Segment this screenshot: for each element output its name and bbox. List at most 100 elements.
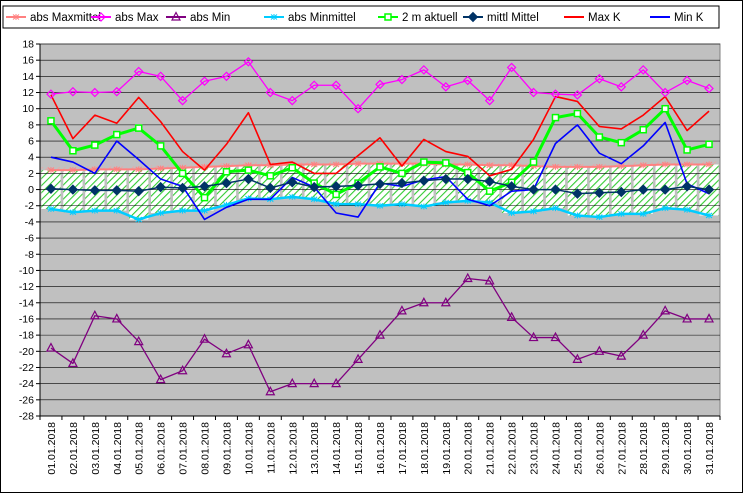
data-point	[397, 201, 406, 208]
data-point	[485, 199, 494, 206]
data-point	[156, 210, 165, 217]
x-tick-label: 26.01.2018	[594, 422, 606, 475]
data-point	[441, 199, 450, 206]
data-point	[595, 163, 604, 170]
data-point	[573, 212, 582, 219]
data-point	[353, 103, 363, 114]
y-tick-label: 12	[22, 87, 34, 99]
data-point	[178, 169, 187, 178]
data-point	[177, 364, 188, 375]
data-point	[419, 203, 428, 210]
data-point	[528, 331, 539, 342]
data-point	[133, 335, 144, 346]
data-point	[398, 169, 406, 178]
data-point	[617, 163, 626, 170]
x-tick-label: 16.01.2018	[375, 422, 387, 475]
data-point	[310, 196, 319, 203]
data-point	[222, 201, 231, 208]
data-point	[244, 195, 253, 202]
x-tick-label: 29.01.2018	[660, 422, 672, 475]
data-point	[485, 162, 494, 169]
data-point	[572, 353, 583, 363]
x-tick-label: 03.01.2018	[90, 422, 102, 475]
x-tick-label: 25.01.2018	[572, 422, 584, 475]
y-tick-label: -24	[19, 378, 34, 390]
legend-item-abs-min: abs Min	[166, 11, 230, 24]
legend-marker	[270, 14, 278, 20]
data-point	[265, 182, 276, 194]
x-tick-label: 27.01.2018	[616, 422, 628, 475]
data-point	[199, 76, 210, 87]
legend-marker	[12, 14, 20, 20]
data-point	[397, 160, 406, 167]
data-point	[550, 331, 561, 342]
data-point	[595, 133, 604, 141]
data-point	[681, 181, 693, 192]
data-point	[265, 87, 276, 98]
data-point	[639, 162, 648, 169]
data-point	[199, 333, 210, 343]
legend-label: abs Maxmittel	[30, 12, 101, 24]
data-point	[440, 173, 452, 185]
series-layer	[45, 56, 715, 396]
data-point	[287, 377, 298, 388]
legend-marker	[171, 11, 181, 21]
data-point	[376, 163, 384, 171]
data-point	[660, 305, 671, 315]
data-point	[200, 207, 209, 214]
x-tick-label: 14.01.2018	[331, 422, 343, 475]
data-point	[68, 209, 77, 216]
data-point	[200, 193, 209, 202]
legend-item-max-k: Max K	[564, 12, 621, 24]
data-point	[221, 177, 232, 189]
data-point	[418, 297, 429, 307]
data-point	[396, 177, 408, 189]
y-tick-label: -8	[25, 249, 34, 261]
data-point	[440, 82, 451, 92]
data-point	[244, 162, 253, 169]
data-point	[660, 87, 671, 98]
data-point	[638, 329, 649, 339]
data-point	[595, 214, 604, 221]
data-point	[462, 173, 473, 185]
data-point	[682, 313, 693, 323]
data-point	[111, 86, 122, 97]
data-point	[266, 172, 275, 180]
data-point	[442, 159, 450, 167]
data-point	[440, 297, 451, 307]
y-tick-label: 8	[28, 119, 34, 131]
data-point	[375, 329, 385, 339]
data-point	[704, 83, 714, 94]
data-point	[374, 178, 386, 190]
y-tick-label: -2	[25, 200, 34, 212]
y-tick-label: -20	[19, 346, 34, 358]
data-point	[332, 190, 340, 199]
data-point	[528, 87, 539, 98]
axis-layer: 18 16 14 12 10 8 6 4 2 0 -2 -4 -6 -8 -10 -12 -14 -16 -18 -2…	[19, 39, 721, 475]
data-point	[705, 212, 714, 219]
data-point	[353, 353, 364, 363]
data-point	[177, 182, 188, 194]
y-tick-label: 4	[28, 152, 34, 164]
data-point	[45, 183, 57, 194]
data-point	[332, 161, 341, 168]
data-point	[111, 185, 122, 196]
y-tick-label: -26	[19, 394, 34, 406]
data-point	[551, 163, 560, 170]
y-tick-label: 14	[22, 71, 34, 83]
data-point	[638, 65, 649, 75]
data-point	[616, 350, 627, 360]
data-point	[221, 347, 232, 358]
x-tick-label: 09.01.2018	[221, 422, 233, 475]
data-point	[90, 207, 99, 214]
legend-marker	[467, 11, 479, 23]
y-tick-label: 16	[22, 55, 34, 67]
y-tick-label: 6	[28, 136, 34, 148]
data-point	[309, 377, 320, 388]
data-point	[155, 373, 166, 384]
data-point	[462, 272, 473, 283]
data-point	[376, 202, 384, 209]
series-abs-min	[45, 272, 715, 396]
x-tick-label: 08.01.2018	[200, 422, 212, 475]
y-tick-label: -22	[19, 362, 34, 374]
